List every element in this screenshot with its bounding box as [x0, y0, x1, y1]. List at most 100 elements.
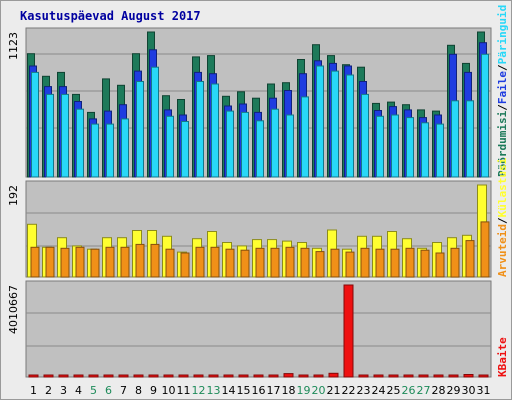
bar-pages-day-4: [76, 108, 84, 178]
bar-pages-day-3: [61, 93, 69, 178]
bar-pages-day-17: [271, 108, 279, 178]
bar-pages-day-30: [466, 100, 474, 178]
bar-sites-day-28: [435, 252, 445, 278]
bar-pages-day-19: [301, 96, 309, 178]
bar-pages-day-8: [136, 81, 144, 178]
bar-pages-day-18: [286, 114, 294, 178]
day-label-13: 13: [207, 384, 221, 397]
legend-visits: Külastusi: [496, 157, 509, 217]
day-label-20: 20: [312, 384, 326, 397]
bar-pages-day-31: [481, 53, 489, 178]
day-label-16: 16: [252, 384, 266, 397]
bar-sites-day-16: [255, 247, 265, 278]
legend-bottom: KBaite: [496, 337, 509, 377]
bar-sites-day-27: [420, 249, 430, 278]
bar-sites-day-10: [165, 248, 175, 278]
bar-kbytes-day-8: [133, 374, 144, 378]
bar-kbytes-day-9: [148, 374, 159, 378]
day-label-26: 26: [402, 384, 416, 397]
bar-sites-day-25: [390, 248, 400, 278]
bar-sites-day-15: [240, 249, 250, 278]
bar-kbytes-day-22: [343, 284, 354, 378]
day-label-7: 7: [120, 384, 127, 397]
day-label-29: 29: [447, 384, 461, 397]
bar-sites-day-1: [30, 246, 40, 278]
bar-pages-day-1: [31, 71, 39, 178]
bar-pages-day-13: [211, 83, 219, 178]
bar-pages-day-20: [316, 65, 324, 178]
bar-pages-day-16: [256, 120, 264, 178]
bar-pages-day-28: [436, 123, 444, 178]
bar-sites-day-2: [45, 246, 55, 278]
legend-sites: Arvuteid: [496, 224, 509, 277]
bar-pages-day-12: [196, 81, 204, 178]
day-label-14: 14: [222, 384, 236, 397]
chart-title: Kasutuspäevad August 2017: [20, 9, 201, 23]
day-label-11: 11: [177, 384, 191, 397]
bar-kbytes-day-27: [418, 374, 429, 378]
bar-sites-day-8: [135, 243, 145, 278]
bar-kbytes-day-6: [103, 374, 114, 378]
legend-top: Pöördumisi/Faile/Päringuid: [496, 5, 509, 177]
bar-kbytes-day-29: [448, 374, 459, 378]
bar-pages-day-15: [241, 111, 249, 178]
bar-sites-day-20: [315, 251, 325, 278]
bar-kbytes-day-26: [403, 374, 414, 378]
bar-sites-day-12: [195, 246, 205, 278]
bar-sites-day-11: [180, 252, 190, 278]
day-label-2: 2: [45, 384, 52, 397]
bar-kbytes-day-1: [28, 374, 39, 378]
bar-sites-day-26: [405, 247, 415, 278]
bar-kbytes-day-24: [373, 374, 384, 378]
day-label-5: 5: [90, 384, 97, 397]
day-label-8: 8: [135, 384, 142, 397]
panel-bottom-background: [25, 280, 492, 378]
day-label-23: 23: [357, 384, 371, 397]
bar-kbytes-day-30: [463, 374, 474, 378]
bar-sites-day-6: [105, 246, 115, 278]
bar-kbytes-day-4: [73, 374, 84, 378]
bar-pages-day-25: [391, 114, 399, 178]
bar-sites-day-17: [270, 247, 280, 278]
day-label-22: 22: [342, 384, 356, 397]
bar-kbytes-day-14: [223, 374, 234, 378]
bar-pages-day-11: [181, 121, 189, 178]
bar-pages-day-7: [121, 118, 129, 178]
bar-sites-day-4: [75, 246, 85, 278]
bar-sites-day-18: [285, 246, 295, 278]
bar-sites-day-29: [450, 247, 460, 278]
day-label-17: 17: [267, 384, 281, 397]
bar-kbytes-day-5: [88, 374, 99, 378]
day-label-10: 10: [162, 384, 176, 397]
bar-kbytes-day-16: [253, 374, 264, 378]
bar-pages-day-9: [151, 66, 159, 178]
bar-sites-day-5: [90, 248, 100, 278]
day-label-31: 31: [477, 384, 491, 397]
bar-sites-day-9: [150, 243, 160, 278]
day-label-6: 6: [105, 384, 112, 397]
bar-kbytes-day-15: [238, 374, 249, 378]
panel-top-ymax-label: 1123: [7, 32, 20, 60]
bar-kbytes-day-11: [178, 374, 189, 378]
bar-kbytes-day-17: [268, 374, 279, 378]
legend-files: Faile: [496, 71, 509, 104]
bar-sites-day-19: [300, 247, 310, 278]
legend-hits: Pöördumisi: [496, 110, 509, 177]
legend-separator: /: [496, 104, 509, 111]
day-label-24: 24: [372, 384, 386, 397]
bar-sites-day-22: [345, 251, 355, 278]
bar-kbytes-day-3: [58, 374, 69, 378]
bar-kbytes-day-28: [433, 374, 444, 378]
bar-pages-day-6: [106, 123, 114, 178]
bar-kbytes-day-19: [298, 374, 309, 378]
bar-pages-day-14: [226, 110, 234, 178]
bar-pages-day-23: [361, 93, 369, 178]
day-label-28: 28: [432, 384, 446, 397]
bar-kbytes-day-7: [118, 374, 129, 378]
bar-kbytes-day-18: [283, 373, 294, 378]
legend-separator: /: [496, 64, 509, 71]
day-label-19: 19: [297, 384, 311, 397]
bar-kbytes-day-2: [43, 374, 54, 378]
panel-middle-ymax-label: 192: [7, 185, 20, 206]
